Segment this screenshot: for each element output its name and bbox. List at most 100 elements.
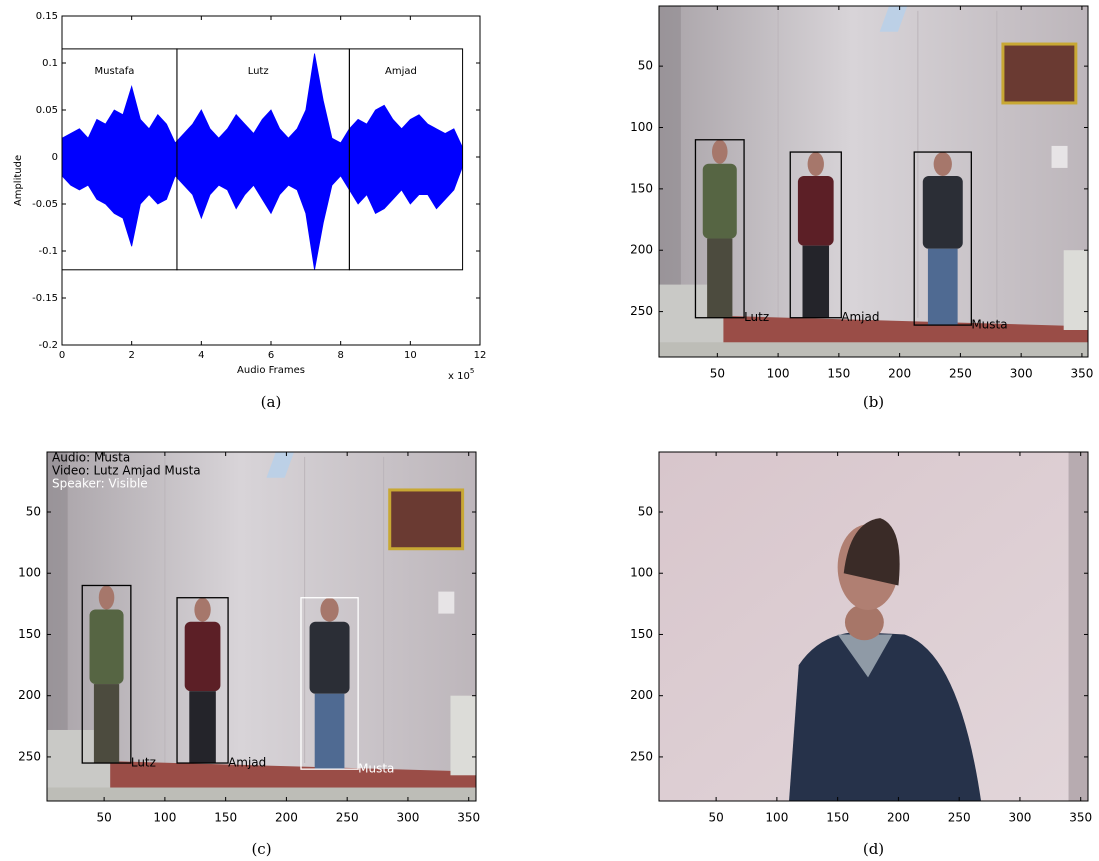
y-tick-label: 250 [18, 749, 41, 763]
x-tick-label: 300 [396, 811, 419, 825]
overlay-text: Video: Lutz Amjad Musta [52, 464, 201, 478]
x-tick-label: 350 [457, 811, 480, 825]
wall-fixture [438, 592, 454, 614]
y-tick-label: 250 [630, 749, 653, 763]
person-torso [185, 622, 221, 691]
person-head [99, 585, 115, 609]
segment-label: Mustafa [95, 66, 135, 77]
person-legs [189, 691, 216, 763]
y-axis-label: Amplitude [13, 155, 24, 206]
segment-label: Lutz [248, 66, 269, 77]
y-tick-label: 200 [630, 688, 653, 702]
x-tick-label: 50 [710, 367, 725, 381]
x-tick-label: 200 [888, 367, 911, 381]
image: Lutz Amjad Musta [659, 5, 1088, 357]
caption: (a) [261, 393, 282, 411]
box-label: Amjad [841, 310, 879, 324]
person-legs [928, 249, 958, 325]
y-tick-label: -0.2 [38, 340, 58, 351]
person-torso [923, 176, 963, 249]
person-torso [703, 164, 737, 239]
x-tick-label: 50 [708, 811, 723, 825]
x-tick-label: 150 [214, 811, 237, 825]
x-tick-label: 350 [1070, 367, 1093, 381]
x-tick-label: 100 [153, 811, 176, 825]
picture-frame [390, 490, 463, 549]
caption: (b) [863, 393, 884, 411]
x-tick-label: 300 [1010, 367, 1033, 381]
x-scale-base: x 10 [448, 371, 470, 382]
image [659, 452, 1088, 801]
y-tick-label: 0.05 [36, 105, 58, 116]
y-tick-label: 50 [26, 505, 41, 519]
y-tick-label: 50 [638, 505, 653, 519]
x-tick-label: 250 [336, 811, 359, 825]
y-tick-label: 0.15 [36, 11, 58, 22]
box-label: Musta [358, 762, 394, 776]
person-legs [94, 684, 119, 763]
y-tick-label: -0.05 [32, 199, 58, 210]
y-tick-label: 200 [18, 688, 41, 702]
x-tick-label: 150 [826, 811, 849, 825]
x-tick-label: 4 [198, 350, 204, 361]
person-legs [803, 246, 830, 318]
x-tick-label: 200 [275, 811, 298, 825]
x-tick-label: 250 [948, 811, 971, 825]
person-torso [310, 622, 350, 694]
x-tick-label: 12 [474, 350, 487, 361]
x-tick-label: 200 [887, 811, 910, 825]
overlay-text: Audio: Musta [52, 451, 130, 465]
caption: (c) [251, 840, 271, 858]
picture-frame [1003, 44, 1076, 103]
figure: 0 2 4 6 8 10 12 -0.2 -0.15 -0.1 -0.05 0 0.05 0.1 0.15 M… [0, 0, 1099, 861]
person-legs [315, 694, 345, 769]
person-head [712, 140, 728, 164]
printer [1064, 250, 1088, 330]
x-tick-label: 50 [96, 811, 111, 825]
box-label: Lutz [744, 310, 769, 324]
printer [450, 696, 476, 776]
y-tick-label: 150 [18, 627, 41, 641]
x-tick-label: 100 [765, 811, 788, 825]
y-tick-label: 50 [638, 59, 653, 73]
y-tick-label: 250 [630, 304, 653, 318]
y-tick-label: 150 [630, 627, 653, 641]
x-tick-label: 300 [1008, 811, 1031, 825]
x-tick-label: 250 [949, 367, 972, 381]
desk [47, 788, 476, 801]
desk [659, 342, 1088, 357]
person-legs [707, 239, 732, 318]
x-tick-label: 8 [337, 350, 343, 361]
x-tick-label: 6 [268, 350, 274, 361]
caption: (d) [863, 840, 884, 858]
box-label: Musta [971, 318, 1007, 332]
person-head [808, 152, 824, 176]
x-tick-label: 0 [59, 350, 65, 361]
box-label: Amjad [228, 756, 266, 770]
wall-fixture [1052, 146, 1068, 168]
y-tick-label: 100 [630, 566, 653, 580]
person-torso [798, 176, 834, 246]
wall-edge [1069, 452, 1088, 801]
person-torso [90, 609, 124, 684]
y-tick-label: -0.1 [38, 246, 58, 257]
person-head [320, 598, 338, 622]
y-tick-label: -0.15 [32, 293, 58, 304]
y-tick-label: 200 [630, 243, 653, 257]
x-tick-label: 350 [1069, 811, 1092, 825]
y-tick-label: 0.1 [42, 58, 58, 69]
x-tick-label: 10 [404, 350, 417, 361]
y-tick-label: 0 [52, 152, 58, 163]
y-tick-label: 100 [630, 120, 653, 134]
x-axis-label: Audio Frames [237, 365, 305, 376]
x-tick-label: 2 [128, 350, 134, 361]
overlay-text: Speaker: Visible [52, 477, 148, 491]
person-head [194, 598, 210, 622]
box-label: Lutz [131, 756, 156, 770]
person-head [934, 152, 952, 176]
x-scale-label: x 105 [448, 367, 474, 382]
segment-label: Amjad [385, 66, 417, 77]
x-tick-label: 100 [767, 367, 790, 381]
x-tick-label: 150 [827, 367, 850, 381]
